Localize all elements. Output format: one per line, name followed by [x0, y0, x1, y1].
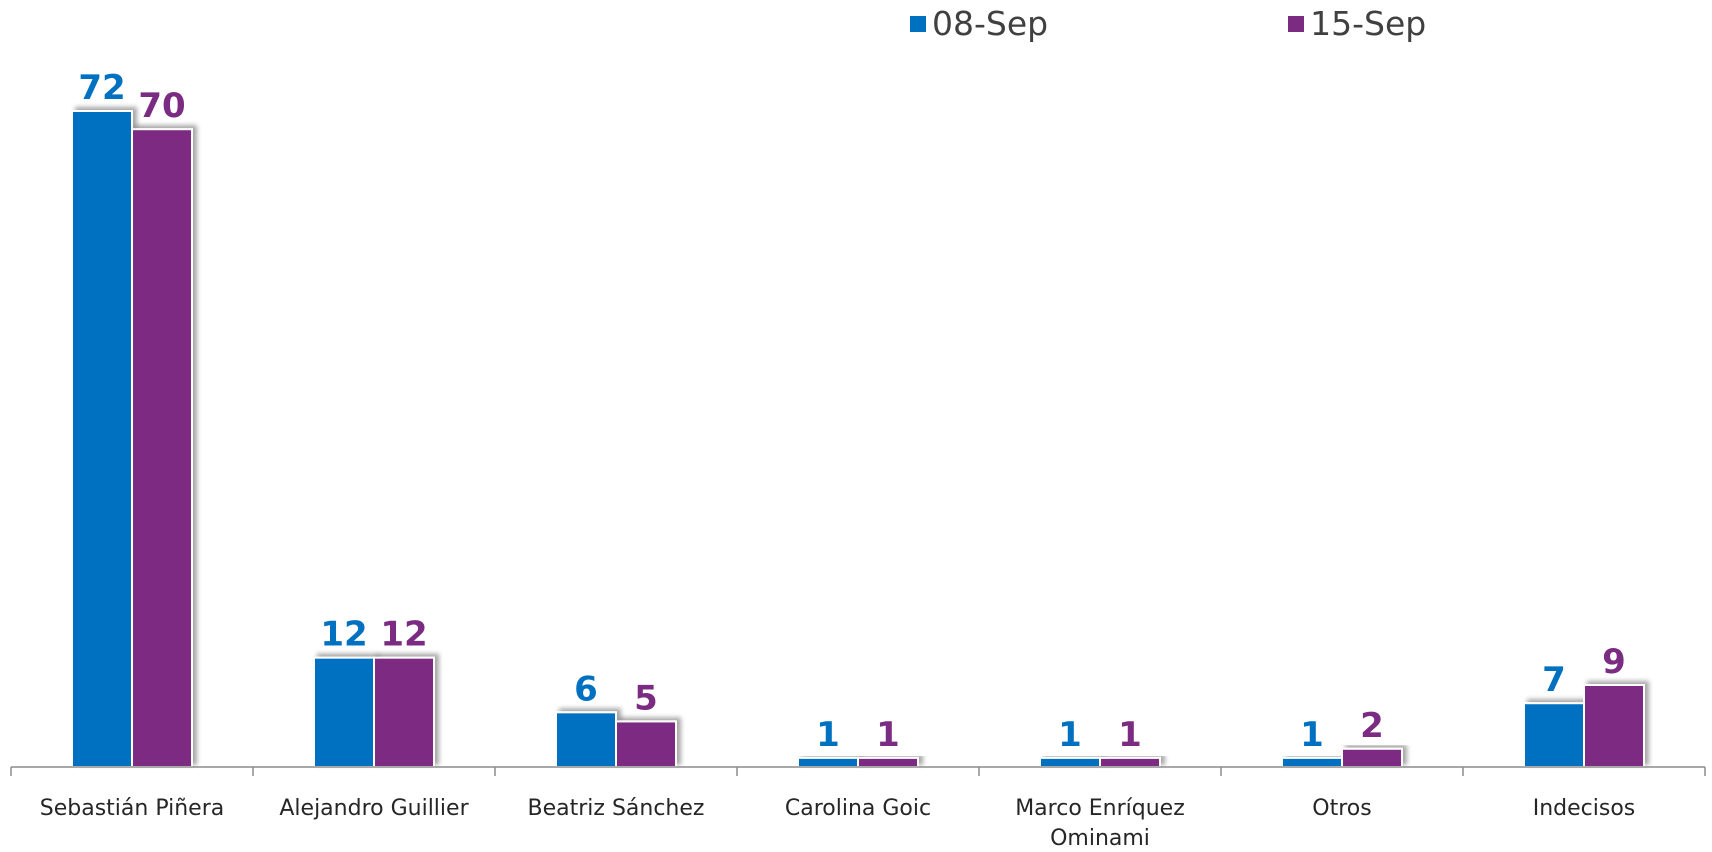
data-label-08-Sep-2: 6 — [574, 669, 598, 709]
category-label-4: Marco Enríquez Ominami — [1015, 796, 1185, 851]
bar-08-Sep-2 — [555, 711, 617, 768]
category-label-6: Indecisos — [1533, 796, 1636, 821]
bar-08-Sep-5 — [1281, 756, 1343, 769]
legend-swatch-series-1 — [910, 15, 926, 32]
bar-08-Sep-0 — [71, 110, 133, 768]
data-label-15-Sep-5: 2 — [1360, 706, 1384, 746]
bar-15-Sep-4 — [1099, 756, 1161, 769]
bar-08-Sep-6 — [1523, 702, 1585, 769]
data-label-08-Sep-3: 1 — [816, 715, 840, 755]
data-label-15-Sep-4: 1 — [1118, 715, 1142, 755]
data-label-15-Sep-0: 70 — [138, 86, 185, 126]
data-label-08-Sep-5: 1 — [1300, 715, 1324, 755]
legend-label-series-1: 08-Sep — [932, 4, 1049, 43]
data-label-08-Sep-0: 72 — [78, 68, 125, 108]
legend: 08-Sep 15-Sep — [910, 4, 1426, 43]
data-label-08-Sep-4: 1 — [1058, 715, 1082, 755]
category-label-2: Beatriz Sánchez — [528, 796, 705, 821]
bar-15-Sep-3 — [857, 756, 919, 769]
legend-item-series-2: 15-Sep — [1288, 4, 1426, 43]
data-label-15-Sep-1: 12 — [380, 615, 427, 655]
bar-08-Sep-1 — [313, 656, 375, 769]
legend-label-series-2: 15-Sep — [1310, 4, 1427, 43]
legend-item-series-1: 08-Sep — [910, 4, 1048, 43]
legend-swatch-series-2 — [1288, 15, 1305, 32]
bar-15-Sep-2 — [615, 720, 677, 769]
category-label-1: Alejandro Guillier — [279, 796, 469, 821]
bar-08-Sep-3 — [797, 756, 859, 769]
bar-15-Sep-0 — [131, 128, 193, 768]
bar-15-Sep-5 — [1341, 747, 1403, 768]
bar-08-Sep-4 — [1039, 756, 1101, 769]
category-label-0: Sebastián Piñera — [40, 796, 224, 821]
category-label-5: Otros — [1312, 796, 1371, 821]
data-label-08-Sep-6: 7 — [1542, 660, 1566, 700]
data-label-15-Sep-6: 9 — [1602, 642, 1626, 682]
category-label-3: Carolina Goic — [785, 796, 931, 821]
data-label-08-Sep-1: 12 — [320, 615, 367, 655]
bar-15-Sep-1 — [373, 656, 435, 769]
data-label-15-Sep-2: 5 — [634, 678, 658, 718]
bar-15-Sep-6 — [1583, 684, 1645, 768]
data-label-15-Sep-3: 1 — [876, 715, 900, 755]
